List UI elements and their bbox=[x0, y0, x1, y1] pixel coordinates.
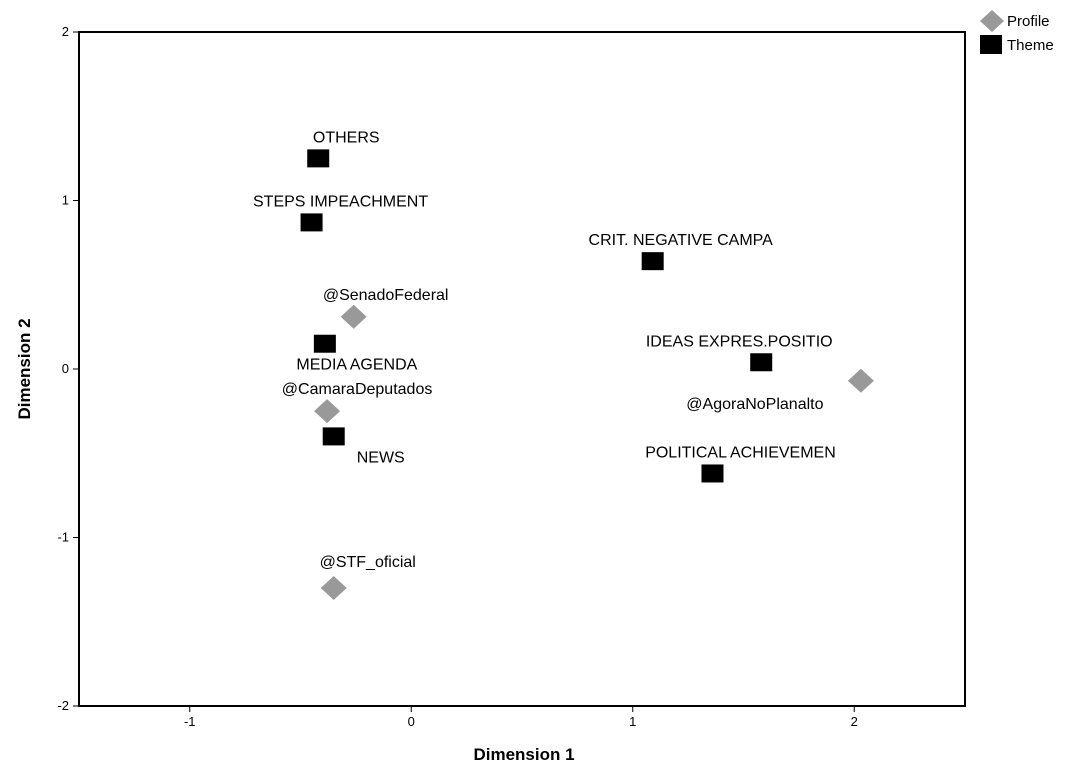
legend-diamond-marker bbox=[980, 10, 1004, 32]
theme-point bbox=[322, 427, 345, 446]
data-points bbox=[300, 149, 874, 601]
theme-point bbox=[300, 213, 323, 232]
legend-label: Theme bbox=[1007, 37, 1054, 54]
plot-frame bbox=[78, 31, 966, 707]
point-label: STEPS IMPEACHMENT bbox=[253, 193, 428, 210]
point-label: CRIT. NEGATIVE CAMPA bbox=[589, 232, 774, 249]
theme-point bbox=[750, 353, 773, 372]
legend: Profile Theme bbox=[980, 10, 1054, 54]
y-tick-label: -1 bbox=[57, 530, 69, 545]
x-tick-label: -1 bbox=[184, 714, 196, 729]
x-tick-label: 2 bbox=[851, 714, 858, 729]
y-axis-title: Dimension 2 bbox=[15, 318, 34, 419]
point-label: @AgoraNoPlanalto bbox=[686, 396, 823, 413]
point-label: @STF_oficial bbox=[320, 554, 416, 571]
point-label: NEWS bbox=[357, 449, 405, 466]
point-labels: @SenadoFederal @CamaraDeputados @STF_ofici… bbox=[253, 129, 836, 571]
profile-point bbox=[320, 576, 347, 601]
x-tick-label: 0 bbox=[408, 714, 415, 729]
point-label: IDEAS EXPRES.POSITIO bbox=[646, 333, 833, 350]
x-axis-title: Dimension 1 bbox=[473, 745, 574, 764]
point-label: MEDIA AGENDA bbox=[296, 357, 417, 374]
axis-ticks: -1 0 1 2 -2 -1 0 1 2 bbox=[57, 24, 857, 729]
profile-point bbox=[847, 368, 874, 393]
point-label: @CamaraDeputados bbox=[282, 381, 433, 398]
theme-point bbox=[307, 149, 330, 168]
theme-point bbox=[641, 252, 664, 271]
profile-point bbox=[340, 304, 367, 329]
profile-point bbox=[314, 399, 341, 424]
y-tick-label: 2 bbox=[62, 24, 69, 39]
y-tick-label: -2 bbox=[57, 698, 69, 713]
theme-point bbox=[701, 464, 724, 483]
point-label: @SenadoFederal bbox=[323, 287, 449, 304]
point-label: OTHERS bbox=[313, 129, 380, 146]
point-label: POLITICAL ACHIEVEMEN bbox=[645, 444, 836, 461]
legend-label: Profile bbox=[1007, 13, 1050, 30]
x-tick-label: 1 bbox=[629, 714, 636, 729]
y-tick-label: 0 bbox=[62, 361, 69, 376]
legend-square-marker bbox=[980, 35, 1002, 54]
theme-point bbox=[313, 334, 336, 353]
y-tick-label: 1 bbox=[62, 193, 69, 208]
